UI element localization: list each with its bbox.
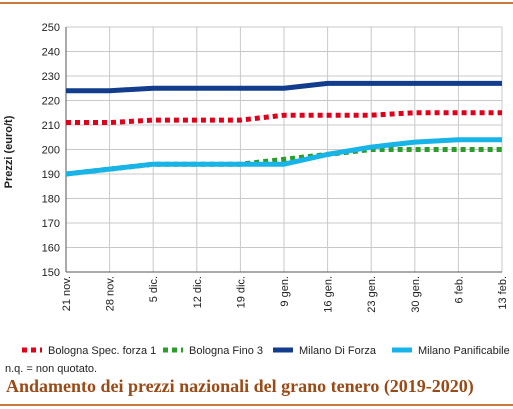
x-tick-label: 16 gen. [323, 276, 335, 313]
legend-label: Bologna Spec. forza 1 [48, 345, 156, 357]
legend-item-3: Milano Panificabile [392, 345, 510, 357]
y-tick-label: 190 [42, 169, 60, 181]
legend-item-2: Milano Di Forza [273, 345, 377, 357]
x-tick-label: 5 dic. [148, 276, 160, 302]
legend-item-0: Bologna Spec. forza 1 [22, 345, 156, 357]
series-line-0 [66, 110, 502, 126]
legend-label: Bologna Fino 3 [189, 345, 263, 357]
y-axis-label: Prezzi (euro/t) [3, 115, 15, 188]
chart-title: Andamento dei prezzi nazionali del grano… [6, 376, 474, 396]
y-tick-label: 150 [42, 267, 60, 279]
y-tick-label: 230 [42, 71, 60, 83]
y-tick-labels: 150 160 170 180 190 200 210 220 230 240 250 [42, 22, 60, 279]
series-line-3 [65, 137, 502, 177]
line-chart: 150 160 170 180 190 200 210 220 230 240 250 21 nov… [3, 22, 510, 357]
series-lines [65, 80, 502, 177]
x-tick-label: 21 nov. [61, 276, 73, 311]
legend-label: Milano Di Forza [299, 345, 377, 357]
footnote: n.q. = non quotato. [5, 363, 98, 375]
legend-label: Milano Panificabile [418, 345, 510, 357]
series-line-2 [66, 80, 502, 94]
x-tick-label: 6 feb. [453, 276, 465, 304]
x-tick-label: 30 gen. [410, 276, 422, 313]
y-tick-label: 160 [42, 243, 60, 255]
y-tick-label: 250 [42, 22, 60, 34]
x-tick-label: 12 dic. [192, 276, 204, 308]
x-tick-label: 28 nov. [105, 276, 117, 311]
x-tick-labels: 21 nov. 28 nov. 5 dic. 12 dic. 19 dic. 9 gen.… [61, 276, 509, 313]
x-tick-label: 9 gen. [279, 276, 291, 307]
y-tick-label: 200 [42, 145, 60, 157]
x-tick-label: 23 gen. [366, 276, 378, 313]
y-tick-label: 180 [42, 194, 60, 206]
y-tick-label: 220 [42, 96, 60, 108]
legend: Bologna Spec. forza 1 Bologna Fino 3 Milan… [22, 345, 510, 357]
y-tick-label: 170 [42, 218, 60, 230]
legend-item-1: Bologna Fino 3 [163, 345, 263, 357]
y-tick-label: 210 [42, 120, 60, 132]
grid-lines [65, 26, 503, 273]
bottom-rule [0, 404, 513, 406]
x-tick-label: 19 dic. [235, 276, 247, 308]
x-tick-label: 13 feb. [497, 276, 509, 310]
top-rule [0, 2, 513, 4]
y-tick-label: 240 [42, 47, 60, 59]
